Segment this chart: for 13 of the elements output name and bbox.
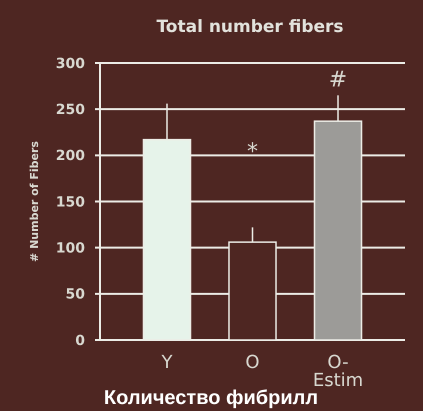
y-axis-title: # Number of Fibers xyxy=(28,140,41,262)
y-tick-label: 50 xyxy=(66,286,86,303)
chart-title: Total number fibers xyxy=(156,17,344,37)
y-tick-label: 250 xyxy=(56,102,86,118)
y-tick-label: 300 xyxy=(56,56,86,72)
y-tick-label: 0 xyxy=(75,332,86,349)
y-tick-label: 150 xyxy=(56,194,86,210)
annotation: # xyxy=(328,67,348,92)
x-tick-label: O xyxy=(245,352,260,373)
annotation: * xyxy=(247,139,258,164)
y-tick-label: 200 xyxy=(56,148,86,164)
x-tick-label: Y xyxy=(160,352,174,373)
y-tick-label: 100 xyxy=(56,240,86,257)
